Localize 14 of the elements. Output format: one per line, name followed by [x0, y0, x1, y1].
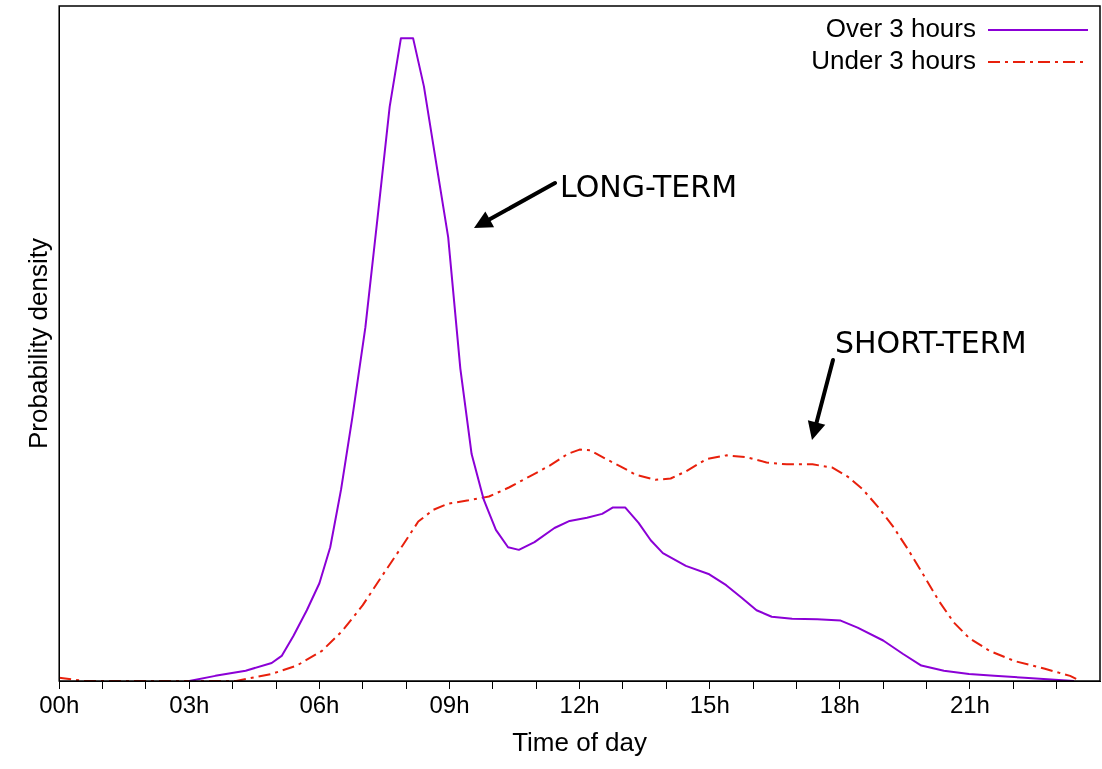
legend-label: Over 3 hours — [825, 13, 976, 44]
annotation: SHORT-TERM — [835, 325, 1027, 360]
x-tick-label: 03h — [169, 691, 210, 719]
y-axis-title: Probability density — [22, 238, 53, 449]
x-tick-label: 06h — [299, 691, 340, 719]
annotation: LONG-TERM — [560, 169, 738, 204]
x-tick-label: 12h — [559, 691, 600, 719]
x-tick-label: 18h — [819, 691, 860, 719]
legend-label: Under 3 hours — [811, 45, 976, 76]
x-tick-label: 00h — [39, 691, 80, 719]
x-tick-label: 15h — [689, 691, 730, 719]
x-tick-label: 09h — [429, 691, 470, 719]
x-tick-label: 21h — [949, 691, 990, 719]
x-axis-title: Time of day — [512, 726, 648, 757]
